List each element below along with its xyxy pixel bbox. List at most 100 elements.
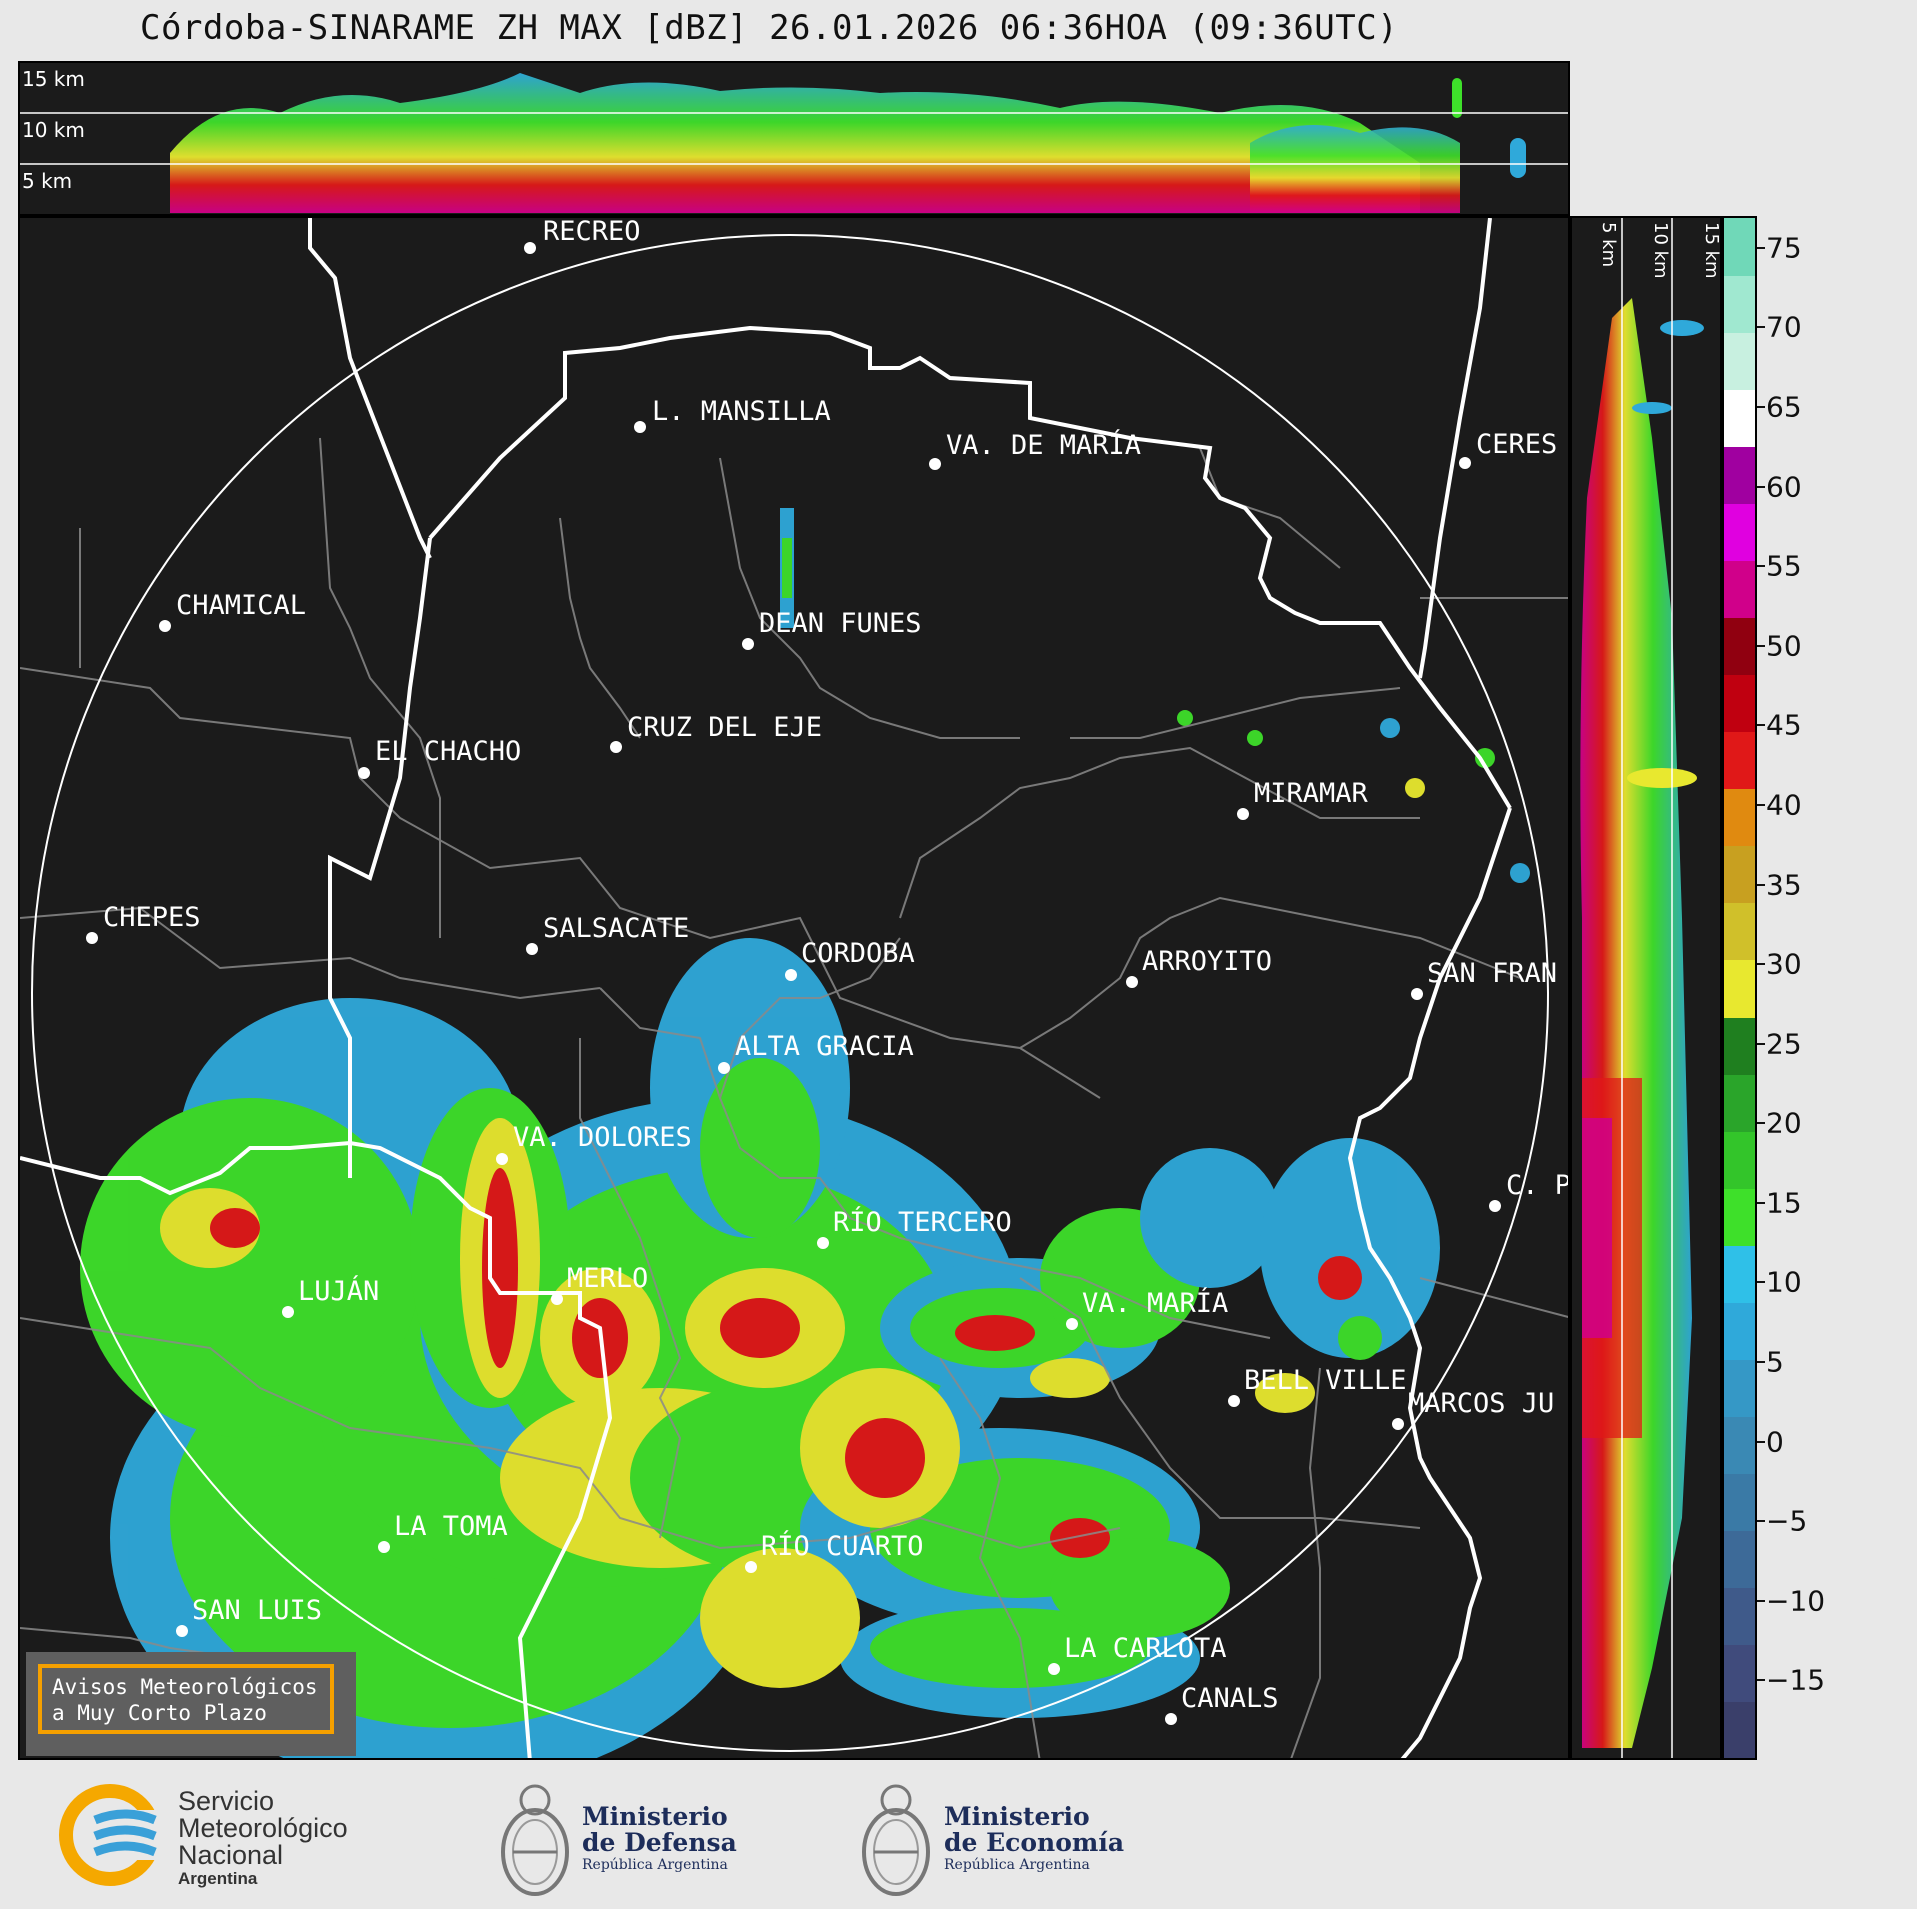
colorbar-tick-mark xyxy=(1757,724,1765,727)
colorbar-tick-mark xyxy=(1757,1201,1765,1204)
city-dot-dean-funes xyxy=(742,638,754,650)
colorbar-tick-label: −5 xyxy=(1766,1504,1808,1538)
city-label-marcos-ju: MARCOS JU xyxy=(1408,1388,1555,1419)
smn-line2: Meteorológico xyxy=(178,1813,348,1843)
colorbar-tick-mark xyxy=(1757,1679,1765,1682)
city-label-cordoba: CORDOBA xyxy=(801,938,915,969)
city-label-canals: CANALS xyxy=(1181,1683,1279,1714)
colorbar-tick-mark xyxy=(1757,485,1765,488)
city-label-el-chacho: EL CHACHO xyxy=(375,736,522,767)
colorbar-segment xyxy=(1724,674,1755,733)
city-dot-rio-tercero xyxy=(817,1237,829,1249)
colorbar-segment xyxy=(1724,1586,1755,1645)
colorbar-tick-mark xyxy=(1757,803,1765,806)
city-dot-la-toma xyxy=(378,1541,390,1553)
colorbar-tick-label: 55 xyxy=(1766,549,1802,583)
city-label-chepes: CHEPES xyxy=(103,902,201,933)
side-cross-section: 5 km 10 km 15 km xyxy=(1570,216,1722,1760)
city-dot-recreo xyxy=(524,242,536,254)
colorbar-segment xyxy=(1724,1358,1755,1417)
radar-map: RECREO L. MANSILLA VA. DE MARÍA CERES CH… xyxy=(18,216,1570,1760)
colorbar-segment xyxy=(1724,617,1755,676)
smn-logo-icon xyxy=(59,1784,165,1886)
defensa-line2: de Defensa xyxy=(582,1828,737,1857)
colorbar-segment xyxy=(1724,503,1755,562)
city-dot-salsacate xyxy=(526,943,538,955)
city-dot-cordoba xyxy=(785,969,797,981)
city-label-san-fran: SAN FRAN xyxy=(1427,958,1558,989)
colorbar-tick-mark xyxy=(1757,246,1765,249)
city-dot-arroyito xyxy=(1126,976,1138,988)
colorbar-segment xyxy=(1724,845,1755,904)
city-dot-la-carlota xyxy=(1048,1663,1060,1675)
colorbar-tick-mark xyxy=(1757,1440,1765,1443)
colorbar-segment xyxy=(1724,1529,1755,1588)
city-dot-chepes xyxy=(86,932,98,944)
colorbar-tick-label: 10 xyxy=(1766,1265,1802,1299)
radar-echo-layer xyxy=(20,218,1568,1758)
colorbar-tick-mark xyxy=(1757,1361,1765,1364)
city-dot-rio-cuarto xyxy=(745,1561,757,1573)
city-dot-ceres xyxy=(1459,457,1471,469)
city-dot-san-luis xyxy=(176,1625,188,1637)
city-label-va-de-maria: VA. DE MARÍA xyxy=(946,430,1142,461)
colorbar-segment xyxy=(1724,1301,1755,1360)
city-dot-l-mansilla xyxy=(634,421,646,433)
colorbar-tick-label: −10 xyxy=(1766,1584,1826,1618)
colorbar-segment xyxy=(1724,1472,1755,1531)
top-echo-profile xyxy=(20,73,1568,213)
city-label-arroyito: ARROYITO xyxy=(1142,946,1273,977)
colorbar-tick-label: 50 xyxy=(1766,629,1802,663)
city-label-chamical: CHAMICAL xyxy=(176,590,307,621)
side-strip-label-10km: 10 km xyxy=(1650,222,1671,279)
colorbar-segment xyxy=(1724,1415,1755,1474)
colorbar-tick-mark xyxy=(1757,406,1765,408)
city-label-lujan: LUJÁN xyxy=(298,1276,380,1307)
city-dot-va-dolores xyxy=(496,1153,508,1165)
top-strip-label-5km: 5 km xyxy=(22,169,73,193)
colorbar-tick-label: 65 xyxy=(1766,390,1802,424)
city-dot-san-fran xyxy=(1411,988,1423,1000)
colorbar-tick-label: 75 xyxy=(1766,231,1802,265)
city-dot-merlo xyxy=(551,1293,563,1305)
colorbar-segment xyxy=(1724,218,1755,277)
avisos-frame: Avisos Meteorológicos a Muy Corto Plazo xyxy=(38,1664,334,1734)
avisos-box[interactable]: Avisos Meteorológicos a Muy Corto Plazo xyxy=(26,1652,356,1756)
defensa-line3: República Argentina xyxy=(582,1857,728,1873)
economia-line1: Ministerio xyxy=(944,1802,1090,1831)
colorbar-tick-label: 20 xyxy=(1766,1106,1802,1140)
colorbar-segment xyxy=(1724,275,1755,334)
colorbar-tick-label: 35 xyxy=(1766,868,1802,902)
city-label-alta-gracia: ALTA GRACIA xyxy=(735,1031,914,1062)
smn-line1: Servicio xyxy=(178,1786,275,1816)
colorbar-tick-mark xyxy=(1757,1042,1765,1045)
colorbar-segment xyxy=(1724,332,1755,391)
city-label-va-dolores: VA. DOLORES xyxy=(513,1122,692,1153)
colorbar-tick-label: 30 xyxy=(1766,947,1802,981)
colorbar-tick-mark xyxy=(1757,1281,1765,1284)
city-dot-chamical xyxy=(159,620,171,632)
top-strip-label-15km: 15 km xyxy=(22,67,85,91)
footer: Servicio Meteorológico Nacional Argentin… xyxy=(0,1762,1917,1909)
colorbar-segment xyxy=(1724,446,1755,505)
city-dot-cruz-del-eje xyxy=(610,741,622,753)
economia-name: Ministerio de Economía República Argenti… xyxy=(944,1804,1124,1874)
colorbar-segment xyxy=(1724,902,1755,961)
city-label-rio-tercero: RÍO TERCERO xyxy=(833,1207,1012,1238)
city-label-ceres: CERES xyxy=(1476,429,1558,460)
avisos-line1: Avisos Meteorológicos xyxy=(52,1675,318,1699)
city-label-salsacate: SALSACATE xyxy=(543,913,690,944)
colorbar-segment xyxy=(1724,731,1755,790)
colorbar-segment xyxy=(1724,788,1755,847)
smn-name: Servicio Meteorológico Nacional Argentin… xyxy=(178,1788,348,1889)
colorbar-segment xyxy=(1724,1016,1755,1075)
avisos-line2: a Muy Corto Plazo xyxy=(52,1701,267,1725)
economia-line3: República Argentina xyxy=(944,1857,1090,1873)
city-label-bell-ville: BELL VILLE xyxy=(1244,1365,1407,1396)
colorbar-tick-label: −15 xyxy=(1766,1663,1826,1697)
side-strip-label-5km: 5 km xyxy=(1598,222,1619,268)
defensa-name: Ministerio de Defensa República Argentin… xyxy=(582,1804,737,1874)
colorbar-tick-label: 25 xyxy=(1766,1027,1802,1061)
colorbar-tick-mark xyxy=(1757,963,1765,966)
city-dot-c-p xyxy=(1489,1200,1501,1212)
